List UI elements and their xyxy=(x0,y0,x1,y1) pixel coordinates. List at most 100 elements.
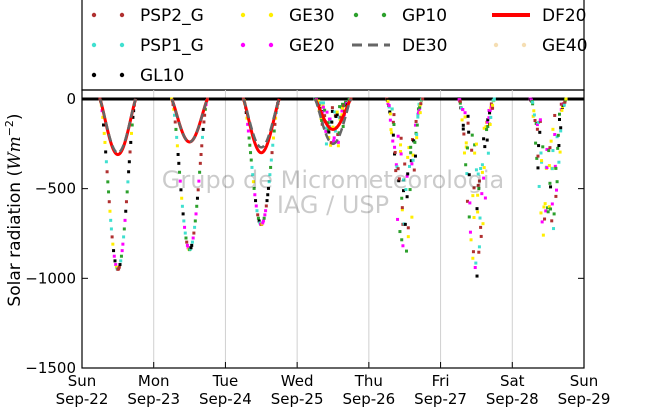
data-point xyxy=(538,130,542,134)
y-tick-label: 0 xyxy=(66,90,76,108)
data-point xyxy=(482,137,486,141)
data-point xyxy=(201,127,205,131)
data-point xyxy=(545,166,549,170)
data-point xyxy=(119,254,123,258)
data-point xyxy=(173,113,177,117)
data-point xyxy=(468,201,472,205)
legend-marker xyxy=(119,42,125,48)
data-point xyxy=(539,151,543,155)
data-point xyxy=(405,195,409,199)
data-point xyxy=(330,106,334,110)
data-point xyxy=(547,149,551,153)
data-point xyxy=(476,172,480,176)
legend-entry: GE20 xyxy=(240,36,335,56)
data-point xyxy=(559,102,563,106)
data-point xyxy=(407,164,411,168)
data-point xyxy=(486,118,490,122)
legend-marker xyxy=(493,42,499,48)
data-point xyxy=(472,215,476,219)
data-point xyxy=(386,99,390,103)
data-point xyxy=(326,121,330,125)
data-point xyxy=(559,129,563,133)
data-point xyxy=(403,162,407,166)
data-point xyxy=(473,266,477,270)
data-point xyxy=(123,218,127,222)
data-point xyxy=(323,126,327,130)
data-point xyxy=(183,225,187,229)
data-point xyxy=(474,261,478,265)
data-point xyxy=(112,254,116,258)
data-point xyxy=(540,159,544,163)
data-point xyxy=(104,160,108,164)
watermark-line-2: IAG / USP xyxy=(277,191,389,219)
data-point xyxy=(535,127,539,131)
data-point xyxy=(399,143,403,147)
x-tick-label-date: Sep-28 xyxy=(486,390,539,408)
data-point xyxy=(546,206,550,210)
data-point xyxy=(324,142,328,146)
legend-label: GE20 xyxy=(289,36,335,56)
data-point xyxy=(557,144,561,148)
data-point xyxy=(104,150,108,154)
data-point xyxy=(479,166,483,170)
data-point xyxy=(555,188,559,192)
data-point xyxy=(193,219,197,223)
data-point xyxy=(102,131,106,135)
x-tick-label-day: Thu xyxy=(354,372,383,390)
data-point xyxy=(249,158,253,162)
legend-label: PSP2_G xyxy=(140,6,204,26)
data-point xyxy=(252,186,256,190)
data-point xyxy=(105,170,109,174)
data-point xyxy=(190,240,194,244)
data-point xyxy=(396,167,400,171)
data-point xyxy=(405,249,409,253)
data-point xyxy=(404,188,408,192)
data-point xyxy=(534,141,538,145)
data-point xyxy=(107,200,111,204)
data-point xyxy=(198,161,202,165)
data-point xyxy=(467,130,471,134)
data-point xyxy=(202,120,206,124)
data-point xyxy=(331,125,335,129)
data-point xyxy=(340,113,344,117)
data-point xyxy=(317,99,321,103)
data-point xyxy=(318,101,322,105)
data-point xyxy=(103,140,107,144)
data-point xyxy=(406,226,410,230)
data-point xyxy=(179,188,183,192)
data-point xyxy=(491,103,495,107)
data-point xyxy=(176,152,180,156)
data-point xyxy=(122,235,126,239)
legend-marker xyxy=(91,42,97,48)
data-point xyxy=(544,209,548,213)
data-point xyxy=(108,209,112,213)
data-point xyxy=(556,133,560,137)
data-point xyxy=(269,165,273,169)
data-point xyxy=(326,128,330,132)
data-point xyxy=(107,190,111,194)
data-point xyxy=(268,173,272,177)
data-point xyxy=(482,126,486,130)
data-point xyxy=(396,134,400,138)
data-point xyxy=(109,218,113,222)
data-point xyxy=(484,125,488,129)
legend-marker xyxy=(268,42,274,48)
data-point xyxy=(131,115,135,119)
data-point xyxy=(332,139,336,143)
data-point xyxy=(256,216,260,220)
data-point xyxy=(267,180,271,184)
data-point xyxy=(477,179,481,183)
data-point xyxy=(110,235,114,239)
x-tick-label-date: Sep-26 xyxy=(342,390,395,408)
data-point xyxy=(117,267,121,271)
legend-entry: GE30 xyxy=(240,6,335,26)
legend-entry: GE40 xyxy=(493,36,588,56)
data-point xyxy=(480,170,484,174)
data-point xyxy=(562,103,566,107)
data-point xyxy=(249,151,253,155)
data-point xyxy=(261,221,265,225)
data-point xyxy=(118,263,122,267)
x-tick-label-day: Sun xyxy=(68,372,97,390)
data-point xyxy=(121,242,125,246)
data-marks xyxy=(98,97,568,278)
